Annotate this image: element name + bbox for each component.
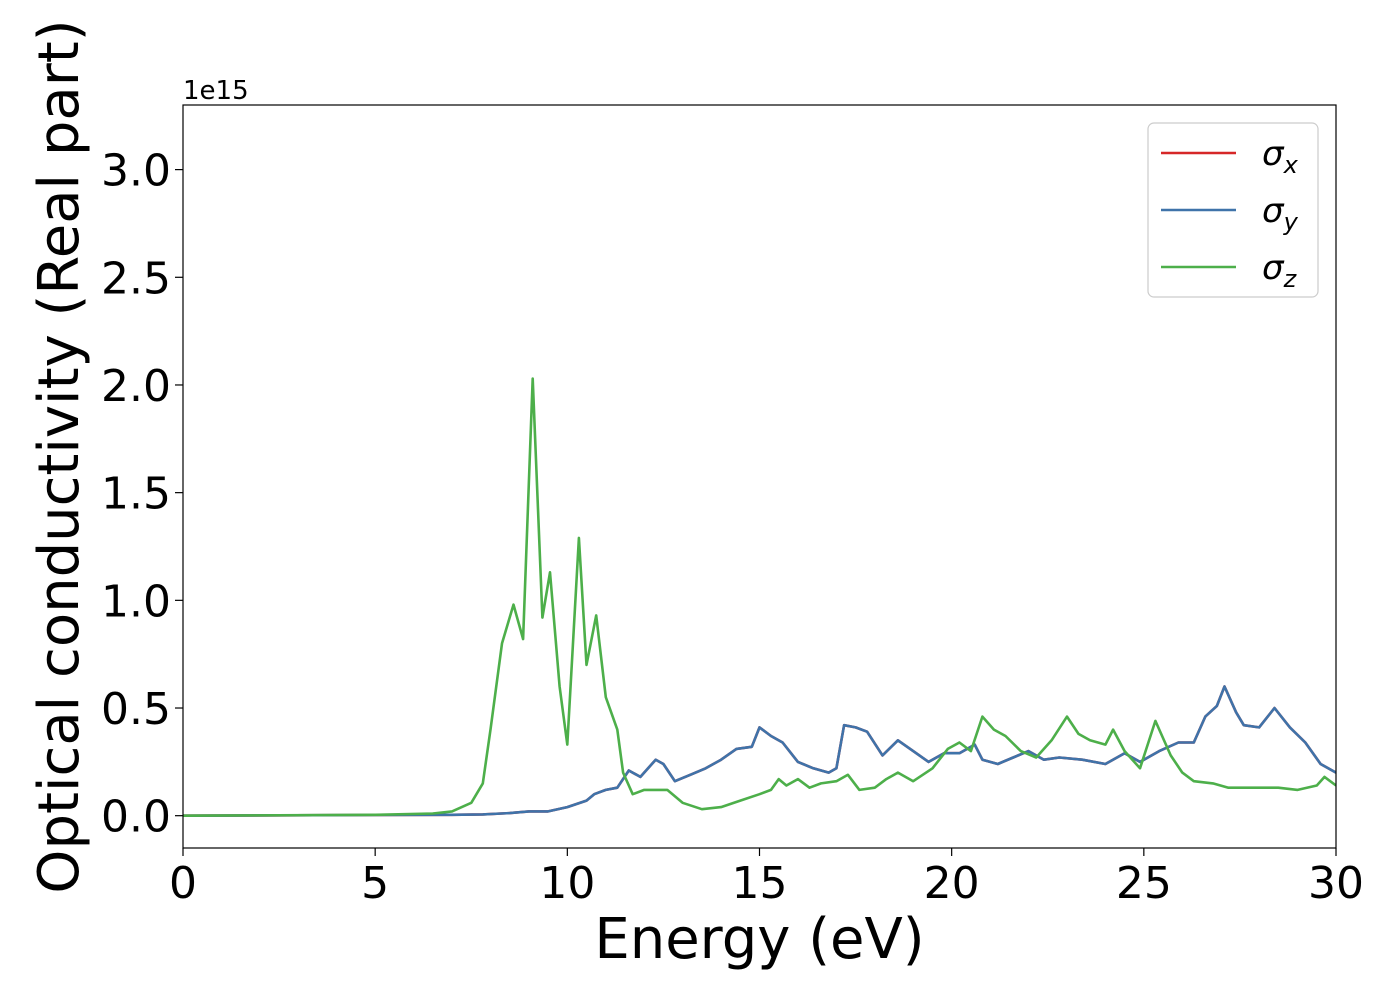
x-tick-label: 30: [1308, 858, 1364, 909]
y-offset-label: 1e15: [183, 76, 249, 106]
legend-label-z: σz: [1262, 248, 1298, 293]
x-tick-label: 25: [1116, 858, 1172, 909]
legend-label-x: σx: [1262, 134, 1299, 179]
y-tick-label: 1.0: [101, 576, 171, 627]
x-axis-title: Energy (eV): [594, 907, 924, 972]
x-axis: 0 5 10 15 20 25 30: [169, 848, 1364, 909]
legend-subscript: x: [1283, 151, 1299, 179]
y-tick-label: 2.0: [101, 361, 171, 412]
y-axis: 0.0 0.5 1.0 1.5 2.0 2.5 3.0: [101, 146, 183, 843]
legend-subscript: z: [1283, 265, 1298, 293]
x-tick-label: 10: [539, 858, 595, 909]
y-axis-title: Optical conductivity (Real part): [27, 19, 92, 893]
x-tick-label: 20: [924, 858, 980, 909]
x-tick-label: 0: [169, 858, 197, 909]
y-tick-label: 0.0: [101, 792, 171, 843]
series-layer: [183, 377, 1336, 817]
legend-symbol: σ: [1262, 134, 1285, 174]
legend-symbol: σ: [1262, 248, 1285, 288]
legend-subscript: y: [1283, 208, 1299, 236]
y-tick-label: 3.0: [101, 146, 171, 197]
series-line-z: [183, 377, 1336, 817]
series-line-y: [183, 685, 1336, 817]
legend-symbol: σ: [1262, 191, 1285, 231]
x-tick-label: 15: [732, 858, 788, 909]
x-tick-label: 5: [361, 858, 389, 909]
y-tick-label: 1.5: [101, 469, 171, 520]
y-tick-label: 0.5: [101, 684, 171, 735]
legend-label-y: σy: [1262, 191, 1299, 236]
y-tick-label: 2.5: [101, 253, 171, 304]
